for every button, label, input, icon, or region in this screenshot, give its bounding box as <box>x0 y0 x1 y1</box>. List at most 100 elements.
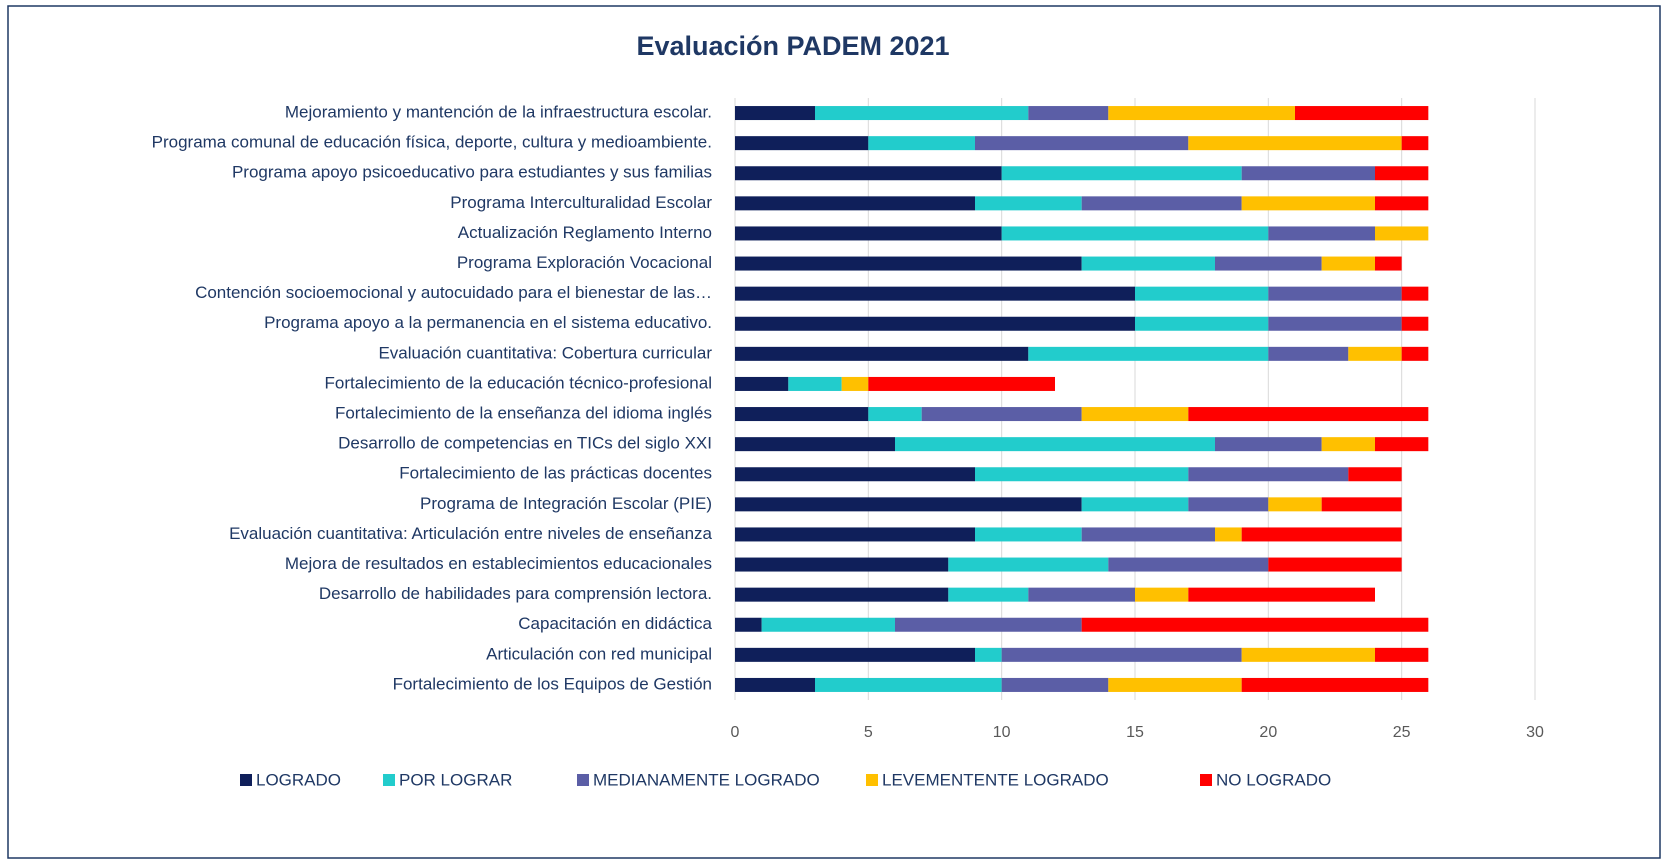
bar-segment <box>1028 106 1109 121</box>
bar-segment <box>735 437 895 452</box>
chart-title: Evaluación PADEM 2021 <box>636 31 949 61</box>
bar-segment <box>1321 497 1402 512</box>
bar-segment <box>975 647 1002 662</box>
bar-segment <box>735 286 1135 301</box>
y-tick-label: Actualización Reglamento Interno <box>458 223 712 242</box>
y-tick-label: Programa comunal de educación física, de… <box>152 133 712 152</box>
legend-label: NO LOGRADO <box>1216 770 1331 789</box>
bar-segment <box>1001 677 1109 692</box>
bar-segment <box>735 346 1029 361</box>
y-tick-label: Fortalecimiento de las prácticas docente… <box>399 464 712 483</box>
bar-segment <box>1188 497 1269 512</box>
y-tick-label: Desarrollo de competencias en TICs del s… <box>338 434 712 453</box>
y-tick-label: Mejora de resultados en establecimientos… <box>285 554 712 573</box>
bar-segment <box>1081 527 1215 542</box>
bar-segment <box>895 617 1082 632</box>
bar-segment <box>735 316 1135 331</box>
bar-segment <box>1001 226 1269 241</box>
bar-segment <box>788 376 842 391</box>
bar-segment <box>895 437 1215 452</box>
bar-segment <box>1268 316 1402 331</box>
y-tick-label: Evaluación cuantitativa: Cobertura curri… <box>378 343 712 362</box>
bar-segment <box>1135 587 1189 602</box>
y-tick-label: Capacitación en didáctica <box>518 614 712 633</box>
bar-segment <box>1081 256 1215 271</box>
bar-segment <box>1001 647 1242 662</box>
bar-segment <box>1081 617 1429 632</box>
legend-swatch <box>866 774 878 786</box>
y-tick-label: Programa apoyo a la permanencia en el si… <box>264 313 712 332</box>
bar-segment <box>1081 407 1189 422</box>
bar-segment <box>1321 437 1375 452</box>
bar-segment <box>1375 166 1429 181</box>
bar-segment <box>1188 467 1349 482</box>
bar-segment <box>1375 256 1402 271</box>
bar-segment <box>735 407 869 422</box>
bar-segment <box>1375 196 1429 211</box>
bar-segment <box>1188 407 1429 422</box>
bar-segment <box>1268 497 1322 512</box>
bar-segment <box>868 376 1055 391</box>
bar-segment <box>975 136 1189 151</box>
bar-segment <box>1108 106 1295 121</box>
y-tick-label: Programa de Integración Escolar (PIE) <box>420 494 712 513</box>
bar-segment <box>1135 286 1269 301</box>
bar-segment <box>1401 316 1429 331</box>
legend-swatch <box>240 774 252 786</box>
bar-segment <box>1268 346 1349 361</box>
x-tick-label: 10 <box>993 724 1011 741</box>
bar-segment <box>1001 166 1242 181</box>
y-tick-label: Desarrollo de habilidades para comprensi… <box>319 584 712 603</box>
bar-segment <box>1215 437 1322 452</box>
bar-segment <box>1108 557 1269 572</box>
bar-segment <box>1215 527 1242 542</box>
y-tick-label: Fortalecimiento de la educación técnico-… <box>325 373 712 392</box>
bar-segment <box>1241 677 1429 692</box>
legend-label: LEVEMENTENTE LOGRADO <box>882 770 1109 789</box>
bar-segment <box>1028 346 1269 361</box>
bar-segment <box>735 256 1082 271</box>
y-tick-label: Evaluación cuantitativa: Articulación en… <box>229 524 712 543</box>
bar-segment <box>735 527 975 542</box>
bar-segment <box>1241 527 1402 542</box>
bar-segment <box>1215 256 1322 271</box>
legend-label: MEDIANAMENTE LOGRADO <box>593 770 820 789</box>
bar-segment <box>1348 467 1402 482</box>
bar-segment <box>1268 286 1402 301</box>
bar-segment <box>975 527 1082 542</box>
bar-segment <box>1135 316 1269 331</box>
bar-segment <box>841 376 869 391</box>
y-tick-label: Programa Exploración Vocacional <box>457 253 712 272</box>
y-tick-label: Programa apoyo psicoeducativo para estud… <box>232 163 712 182</box>
bar-segment <box>735 497 1082 512</box>
bar-segment <box>975 196 1082 211</box>
bar-segment <box>1375 647 1429 662</box>
y-tick-label: Contención socioemocional y autocuidado … <box>195 283 712 302</box>
legend-swatch <box>383 774 395 786</box>
chart-frame <box>7 5 1661 859</box>
bar-segment <box>1375 226 1429 241</box>
bar-segment <box>1401 346 1429 361</box>
bar-segment <box>815 677 1002 692</box>
bar-segment <box>948 557 1109 572</box>
bar-segment <box>1268 557 1402 572</box>
bar-segment <box>1108 677 1242 692</box>
bar-segment <box>1268 226 1375 241</box>
x-tick-label: 5 <box>864 724 873 741</box>
bar-segment <box>868 407 922 422</box>
bar-segment <box>1081 497 1189 512</box>
bar-segment <box>735 376 789 391</box>
bar-segment <box>735 647 975 662</box>
y-tick-label: Programa Interculturalidad Escolar <box>450 193 712 212</box>
bar-segment <box>1241 166 1375 181</box>
bar-segment <box>1348 346 1402 361</box>
bar-segment <box>921 407 1082 422</box>
bar-segment <box>975 467 1189 482</box>
bar-segment <box>735 617 762 632</box>
bar-segment <box>868 136 975 151</box>
legend-swatch <box>577 774 589 786</box>
x-tick-label: 20 <box>1259 724 1277 741</box>
bar-segment <box>948 587 1029 602</box>
bar-segment <box>1241 196 1375 211</box>
